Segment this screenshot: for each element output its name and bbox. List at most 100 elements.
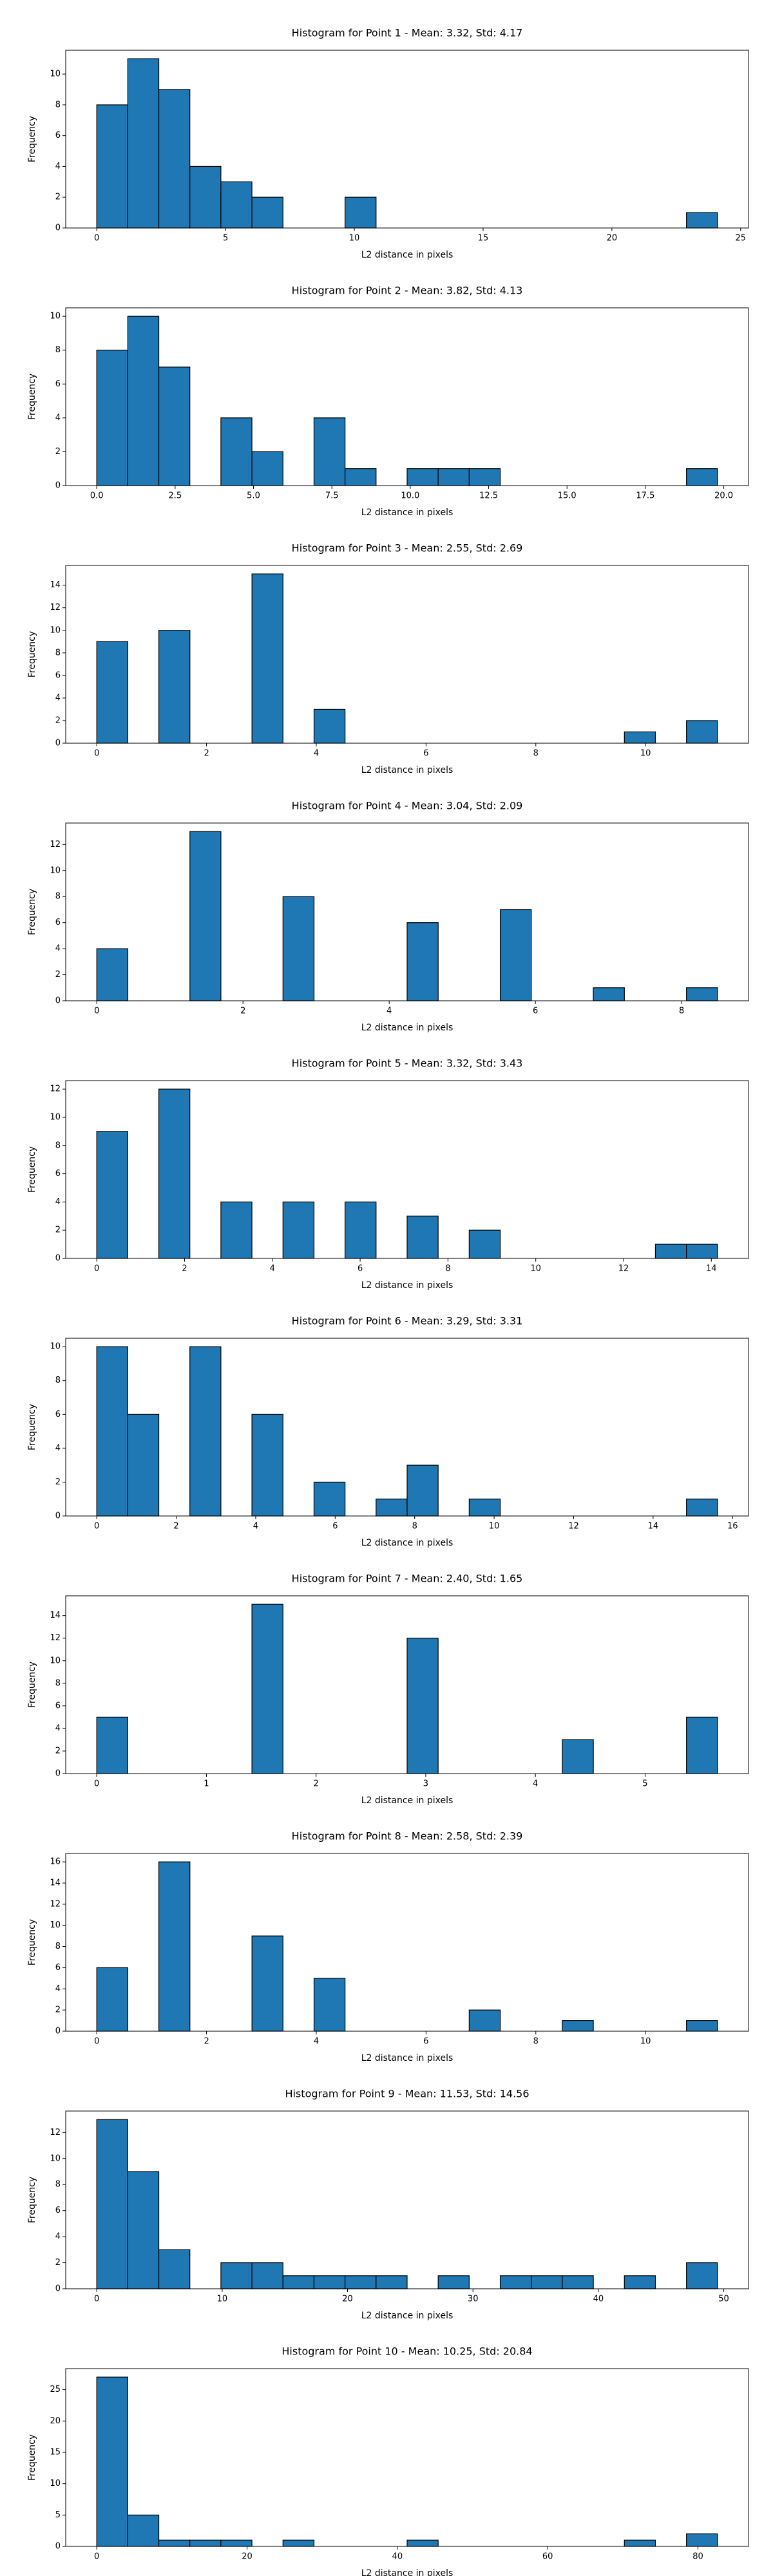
x-tick-label: 5.0: [247, 491, 260, 501]
y-tick-label: 2: [55, 2258, 61, 2268]
bar: [282, 1201, 315, 1259]
y-tick-label: 10: [50, 2479, 61, 2488]
subplot: Histogram for Point 10 - Mean: 10.25, St…: [27, 2345, 749, 2576]
y-tick-label: 6: [55, 2206, 61, 2215]
bar: [624, 731, 656, 744]
bar: [251, 451, 283, 486]
x-tick-label: 15: [478, 234, 489, 243]
y-tick-label: 2: [55, 1477, 61, 1487]
x-tick-label: 8: [533, 749, 539, 759]
y-tick-label: 0: [55, 481, 61, 491]
bar: [437, 468, 470, 486]
x-tick-label: 0: [94, 749, 99, 759]
y-tick-label: 10: [50, 1920, 61, 1930]
y-axis-label: Frequency: [27, 1404, 37, 1450]
x-tick-label: 40: [392, 2552, 403, 2562]
bar: [406, 1464, 439, 1517]
bar: [96, 948, 129, 1001]
y-tick-label: 12: [50, 603, 61, 612]
y-tick-label: 10: [50, 866, 61, 875]
chart-title: Histogram for Point 5 - Mean: 3.32, Std:…: [292, 1057, 523, 1070]
x-tick-label: 7.5: [325, 491, 339, 501]
x-axis-label: L2 distance in pixels: [361, 1795, 453, 1806]
y-tick-label: 12: [50, 1633, 61, 1643]
x-tick-label: 14: [648, 1522, 659, 1531]
bar: [499, 2275, 532, 2289]
x-tick-label: 2: [240, 1007, 245, 1016]
y-tick-label: 2: [55, 970, 61, 980]
x-tick-label: 2.5: [169, 491, 182, 501]
y-tick-label: 6: [55, 918, 61, 927]
x-tick-label: 20.0: [714, 491, 733, 501]
x-tick-label: 17.5: [636, 491, 654, 501]
x-tick-label: 10: [530, 1264, 541, 1274]
y-tick-label: 6: [55, 1701, 61, 1710]
x-tick-label: 4: [253, 1522, 258, 1531]
x-tick-label: 2: [182, 1264, 187, 1274]
y-tick-label: 10: [50, 2154, 61, 2163]
y-tick-label: 0: [55, 996, 61, 1006]
bar: [468, 1499, 501, 1517]
y-tick-label: 2: [55, 1226, 61, 1235]
y-tick-label: 0: [55, 1254, 61, 1264]
bar: [96, 1131, 128, 1259]
y-tick-label: 10: [50, 1656, 61, 1665]
x-tick-label: 6: [423, 2037, 428, 2047]
plot-frame: [65, 2110, 749, 2289]
bar: [127, 1414, 160, 1517]
y-axis-label: Frequency: [27, 1146, 37, 1193]
y-tick-label: 0: [55, 1511, 61, 1521]
y-tick-label: 8: [55, 100, 61, 109]
bar: [189, 166, 222, 229]
x-tick-label: 8: [412, 1522, 417, 1531]
bar: [686, 2533, 718, 2547]
y-axis-label: Frequency: [27, 2434, 37, 2481]
y-tick-label: 12: [50, 1899, 61, 1909]
x-tick-label: 12: [618, 1264, 629, 1274]
bar: [313, 417, 346, 486]
y-tick-label: 10: [50, 312, 61, 321]
y-tick-label: 10: [50, 70, 61, 79]
x-tick-label: 20: [242, 2552, 253, 2562]
bar: [158, 366, 191, 486]
bar: [345, 468, 377, 486]
bar: [686, 1499, 718, 1517]
y-tick-label: 2: [55, 447, 61, 457]
x-axis-label: L2 distance in pixels: [361, 1023, 453, 1033]
y-tick-label: 0: [55, 223, 61, 233]
y-axis-label: Frequency: [27, 116, 37, 162]
chart-title: Histogram for Point 8 - Mean: 2.58, Std:…: [292, 1830, 523, 1842]
subplot: Histogram for Point 7 - Mean: 2.40, Std:…: [27, 1573, 749, 1806]
y-tick-label: 10: [50, 625, 61, 635]
x-tick-label: 40: [593, 2295, 604, 2304]
subplot: Histogram for Point 3 - Mean: 2.55, Std:…: [27, 542, 749, 775]
bar: [251, 196, 283, 229]
x-tick-label: 20: [607, 234, 618, 243]
y-tick-label: 10: [50, 1112, 61, 1122]
y-tick-label: 20: [50, 2416, 61, 2426]
bar: [313, 1481, 346, 1517]
x-axis-label: L2 distance in pixels: [361, 1280, 453, 1291]
bar: [686, 1244, 718, 1259]
bar: [562, 2020, 594, 2032]
y-tick-label: 8: [55, 892, 61, 902]
bar: [189, 2539, 222, 2547]
bar: [96, 104, 128, 229]
bar: [189, 1346, 222, 1517]
x-tick-label: 5: [642, 1779, 647, 1789]
bar: [251, 1935, 283, 2032]
subplot: Histogram for Point 4 - Mean: 3.04, Std:…: [27, 800, 749, 1033]
bar: [406, 922, 439, 1001]
y-tick-label: 4: [55, 162, 61, 171]
bar: [220, 417, 253, 486]
bar: [127, 2514, 160, 2547]
bar: [282, 2539, 315, 2547]
x-tick-label: 0: [94, 2552, 99, 2562]
bar: [313, 708, 346, 744]
x-axis-label: L2 distance in pixels: [361, 2053, 453, 2063]
bar: [251, 2262, 283, 2289]
bar: [406, 1638, 439, 1774]
bar: [282, 896, 315, 1001]
